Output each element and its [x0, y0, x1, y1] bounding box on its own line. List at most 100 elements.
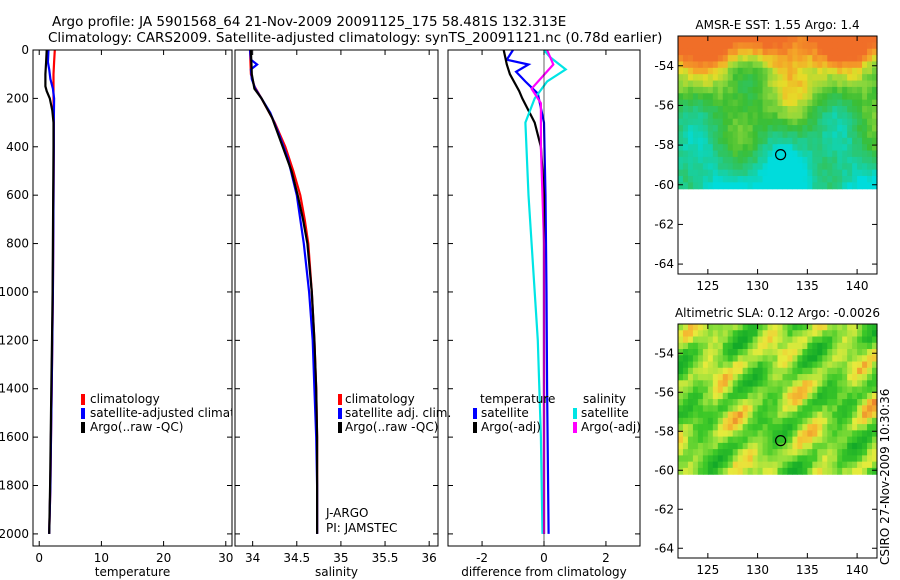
sst-map-cell — [737, 163, 744, 171]
sla-map-cell — [747, 330, 754, 338]
sst-map-cell — [867, 86, 873, 94]
difference-series-1 — [502, 49, 546, 534]
sla-map-cell — [737, 442, 744, 450]
sst-map-cell — [717, 125, 724, 133]
sst-map-cell — [787, 150, 794, 158]
sla-map-cell — [767, 405, 774, 413]
sst-map-cell — [742, 150, 749, 158]
sla-map-cell — [752, 417, 759, 425]
sst-map-cell — [847, 74, 853, 82]
sst-map-cell — [752, 182, 759, 190]
sst-map-cell — [767, 150, 774, 158]
sst-map-cell — [822, 144, 828, 152]
sla-map-cell — [678, 405, 684, 413]
sla-map-cell — [712, 442, 719, 450]
sla-map-cell — [692, 461, 699, 469]
sla-map-cell — [832, 386, 838, 394]
sst-map-cell — [722, 74, 729, 82]
sst-map-cell — [697, 93, 704, 101]
sst-map-cell — [762, 131, 769, 139]
sst-map-cell — [797, 144, 803, 152]
sst-map-cell — [727, 93, 734, 101]
sla-map-cell — [772, 405, 779, 413]
sst-map-cell — [857, 163, 863, 171]
sla-map-cell — [792, 411, 798, 419]
sst-map-cell — [762, 175, 769, 183]
sla-map-cell — [707, 349, 714, 356]
sst-map-cell — [847, 36, 853, 43]
sla-map-cell — [862, 411, 868, 419]
sla-map-cell — [867, 392, 873, 400]
sst-map-cell — [707, 125, 714, 133]
sla-map-cell — [802, 336, 808, 344]
sst-map-cell — [772, 163, 779, 171]
sst-map-cell — [692, 67, 699, 75]
sla-map-cell — [842, 430, 848, 438]
sla-map-cell — [732, 417, 739, 425]
sst-map-cell — [712, 80, 719, 88]
salinity-series-0 — [248, 49, 319, 534]
sla-map-cell — [852, 424, 858, 431]
sst-map-cell — [757, 112, 764, 120]
sst-map-cell — [817, 99, 823, 107]
sst-map-cell — [857, 48, 863, 56]
sla-map-cell — [712, 324, 719, 331]
sla-map-cell — [772, 455, 779, 463]
sst-map-cell — [872, 67, 878, 75]
temperature-frame — [32, 49, 233, 547]
sla-map-cell — [747, 349, 754, 356]
sst-map-cell — [827, 86, 833, 94]
sst-map-cell — [747, 175, 754, 183]
sla-map-cell — [802, 392, 808, 400]
sst-map-cell — [782, 74, 789, 82]
sla-map-cell — [797, 417, 803, 425]
sla-map-cell — [707, 455, 714, 463]
sst-map-cell — [827, 67, 833, 75]
sla-map-cell — [732, 467, 739, 475]
sst-map-cell — [752, 150, 759, 158]
sla-map-cell — [687, 399, 694, 406]
sla-map-cell — [727, 467, 734, 475]
sst-map-cell — [757, 106, 764, 113]
sla-map-cell — [737, 380, 744, 388]
sla-map-cell — [867, 324, 873, 331]
sst-map-cell — [852, 144, 858, 152]
sst-map-cell — [817, 144, 823, 152]
sst-map-cell — [857, 131, 863, 139]
sla-map-cell — [817, 355, 823, 363]
sla-map-cell — [872, 374, 878, 381]
sst-map-cell — [678, 163, 684, 171]
sst-map-cell — [697, 131, 704, 139]
sla-map-cell — [762, 467, 769, 475]
sst-map-cell — [797, 125, 803, 133]
sst-map-cell — [762, 137, 769, 145]
sst-map-cell — [807, 163, 813, 171]
legend-swatch — [338, 408, 342, 419]
sla-map-cell — [777, 467, 784, 475]
sla-map-cell — [787, 336, 794, 344]
sst-map-cell — [722, 86, 729, 94]
sst-map-cell — [772, 131, 779, 139]
sla-map-cell — [822, 336, 828, 344]
sst-map-cell — [752, 131, 759, 139]
sst-map-cell — [842, 182, 848, 190]
sst-map-cell — [777, 169, 784, 177]
sla-map-cell — [817, 361, 823, 369]
sst-map-cell — [697, 55, 704, 63]
sst-map-cell — [807, 182, 813, 190]
sla-map-cell — [872, 349, 878, 356]
sla-map-cell — [707, 461, 714, 469]
sst-map-cell — [702, 61, 709, 69]
sla-map-cell — [797, 399, 803, 406]
sla-map-cell — [737, 324, 744, 331]
sst-map-cell — [842, 36, 848, 43]
sst-map-cell — [697, 144, 704, 152]
sst-map-cell — [687, 61, 694, 69]
sla-map-cell — [792, 330, 798, 338]
sla-map-cell — [787, 405, 794, 413]
sst-map-cell — [737, 80, 744, 88]
sst-map-cell — [797, 93, 803, 101]
sla-map-cell — [857, 399, 863, 406]
temperature-ytick-label: 1000 — [0, 285, 29, 299]
sla-map-cell — [762, 442, 769, 450]
